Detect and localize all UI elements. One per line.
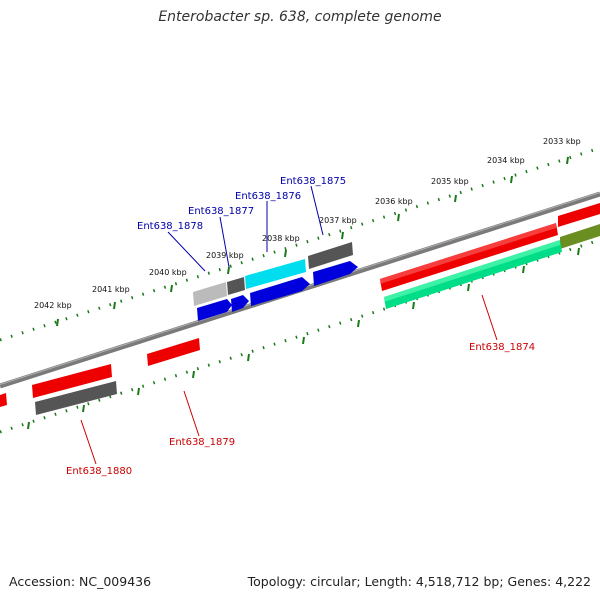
leader-1877 (219, 216, 230, 268)
upper-major-ticks (56, 156, 569, 327)
blue-cds-1878 (197, 299, 232, 321)
cyan-gene-1876 (245, 259, 306, 289)
red-gene-1880 (32, 364, 112, 398)
upper-ruler (0, 146, 600, 342)
leader-1878 (167, 231, 206, 272)
red-feature-topright (558, 203, 600, 227)
dark-gene-1875 (308, 242, 353, 269)
kbp-label-2040: 2040 kbp (149, 268, 187, 277)
blue-cds-1875 (313, 261, 358, 286)
red-gene-left-edge (0, 393, 7, 407)
kbp-label-2039: 2039 kbp (206, 251, 244, 260)
kbp-label-2033: 2033 kbp (543, 137, 581, 146)
kbp-label-2036: 2036 kbp (375, 197, 413, 206)
dark-gene-1877 (227, 277, 245, 295)
leader-1874 (481, 294, 498, 341)
gray-gene-1878 (193, 282, 227, 306)
gene-label-1877: Ent638_1877 (188, 206, 254, 217)
gene-1874-shine (380, 223, 556, 284)
lower-ruler (0, 238, 600, 434)
gray-gene-1880 (35, 381, 117, 415)
kbp-label-2037: 2037 kbp (319, 216, 357, 225)
kbp-label-2042: 2042 kbp (34, 301, 72, 310)
lower-major-ticks (27, 247, 580, 430)
kbp-label-2035: 2035 kbp (431, 177, 469, 186)
gene-label-1880: Ent638_1880 (66, 466, 132, 477)
leader-1880 (80, 419, 97, 465)
kbp-label-2041: 2041 kbp (92, 285, 130, 294)
gene-label-1876: Ent638_1876 (235, 191, 301, 202)
gene-1874-gene-shine (384, 240, 560, 302)
accession-text: Accession: NC_009436 (9, 574, 152, 589)
kbp-label-2034: 2034 kbp (487, 156, 525, 165)
gene-label-1879: Ent638_1879 (169, 437, 235, 448)
gene-label-1874: Ent638_1874 (469, 342, 535, 353)
gene-label-1875: Ent638_1875 (280, 176, 346, 187)
topology-summary: Topology: circular; Length: 4,518,712 bp… (247, 574, 591, 589)
leader-1875 (310, 185, 324, 236)
blue-cds-1876 (250, 277, 310, 306)
leader-1879 (183, 390, 200, 437)
diagram-title: Enterobacter sp. 638, complete genome (158, 9, 442, 25)
blue-cds-1877 (231, 295, 249, 312)
olive-feature (560, 224, 600, 249)
gene-label-1878: Ent638_1878 (137, 221, 203, 232)
kbp-label-2038: 2038 kbp (262, 234, 300, 243)
red-gene-1879 (147, 338, 200, 366)
